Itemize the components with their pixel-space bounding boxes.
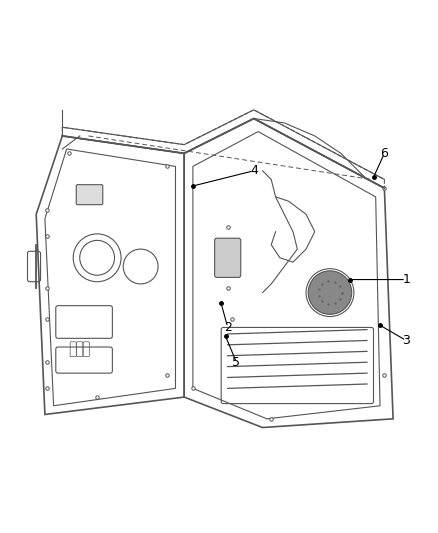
Text: 5: 5 <box>233 356 240 369</box>
Text: 6: 6 <box>381 147 389 160</box>
Circle shape <box>308 271 352 314</box>
Text: 2: 2 <box>224 321 232 334</box>
FancyBboxPatch shape <box>215 238 241 277</box>
Text: 4: 4 <box>250 164 258 177</box>
FancyBboxPatch shape <box>76 184 103 205</box>
Text: 1: 1 <box>402 273 410 286</box>
Text: 3: 3 <box>402 334 410 347</box>
